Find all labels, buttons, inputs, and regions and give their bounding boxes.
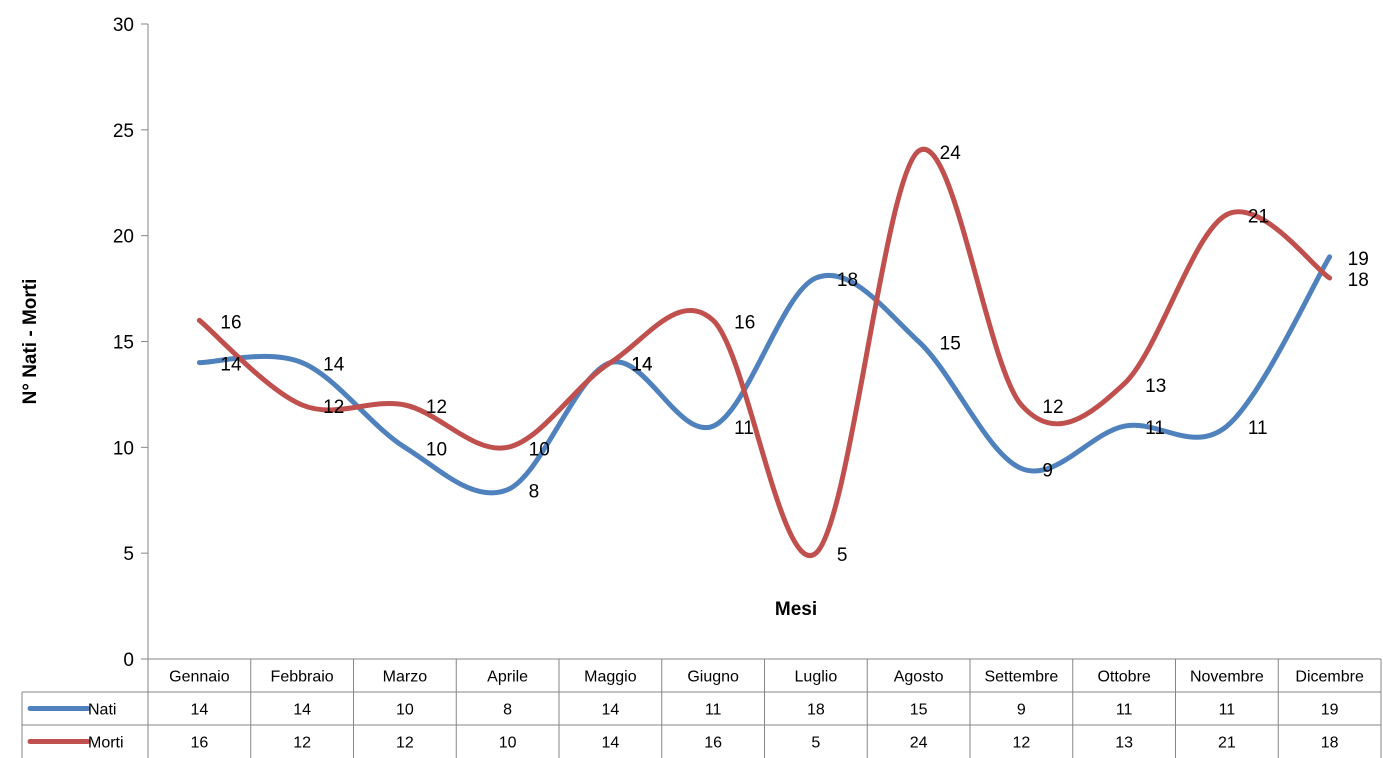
table-cell: 10 [499, 735, 517, 752]
data-label-morti: 12 [1042, 397, 1063, 418]
axes: 0 5 10 15 20 25 30 [113, 15, 149, 671]
table-cell: 13 [1115, 735, 1133, 752]
table-cell: 11 [1219, 702, 1236, 719]
data-label-nati: 10 [426, 439, 447, 460]
data-label-nati: 11 [734, 418, 754, 439]
x-category-label: Giugno [687, 669, 739, 686]
x-category-label: Febbraio [271, 669, 334, 686]
data-label-nati: 8 [529, 482, 540, 503]
y-tick-label: 30 [113, 15, 134, 36]
y-tick-label: 20 [113, 227, 134, 248]
table-cell: 14 [601, 702, 619, 719]
data-label-morti: 5 [837, 545, 848, 566]
data-label-morti: 18 [1348, 270, 1369, 291]
x-category-label: Settembre [984, 669, 1058, 686]
data-label-nati: 14 [631, 355, 653, 376]
table-cell: 16 [704, 735, 722, 752]
data-label-morti: 16 [734, 312, 755, 333]
table-cell: 16 [190, 735, 208, 752]
series-line-nati [196, 254, 1333, 496]
table-cell: 21 [1218, 735, 1236, 752]
table-cell: 12 [396, 735, 414, 752]
table-cell: 18 [1321, 735, 1339, 752]
data-label-nati: 11 [1248, 418, 1268, 439]
data-table: Gennaio Febbraio Marzo Aprile Maggio Giugno Lu… [21, 658, 1382, 758]
data-label-morti: 14 [631, 355, 653, 376]
table-cell: 5 [811, 735, 820, 752]
series-line-morti [196, 146, 1333, 559]
table-cell: 12 [1012, 735, 1030, 752]
table-cell: 19 [1321, 702, 1339, 719]
x-category-label: Maggio [584, 669, 637, 686]
x-category-label: Gennaio [169, 669, 230, 686]
data-label-morti: 16 [220, 312, 241, 333]
y-axis-title: N° Nati - Morti [20, 279, 41, 405]
data-label-morti: 24 [940, 143, 962, 164]
y-tick-label: 0 [123, 650, 134, 671]
table-cell: 14 [601, 735, 619, 752]
y-tick-label: 15 [113, 333, 134, 354]
x-category-label: Luglio [795, 669, 838, 686]
y-tick-label: 10 [113, 438, 134, 459]
x-category-label: Ottobre [1097, 669, 1150, 686]
table-cell: 11 [705, 702, 722, 719]
legend-label-nati: Nati [88, 702, 116, 719]
table-cell: 24 [910, 735, 928, 752]
table-cell: 11 [1116, 702, 1133, 719]
data-label-nati: 11 [1145, 418, 1165, 439]
table-cell: 14 [293, 702, 311, 719]
y-tick-label: 25 [113, 121, 134, 142]
data-label-nati: 19 [1348, 249, 1369, 270]
x-category-label: Marzo [383, 669, 428, 686]
data-label-nati: 9 [1042, 461, 1053, 482]
data-label-morti: 10 [529, 439, 550, 460]
x-category-label: Novembre [1190, 669, 1264, 686]
x-category-label: Dicembre [1295, 669, 1364, 686]
data-label-morti: 12 [323, 397, 344, 418]
data-label-nati: 14 [323, 355, 345, 376]
x-category-label: Aprile [487, 669, 528, 686]
table-cell: 14 [190, 702, 208, 719]
series-lines [196, 146, 1333, 559]
table-cell: 8 [503, 702, 512, 719]
data-label-nati: 15 [940, 334, 961, 355]
data-label-morti: 21 [1248, 207, 1269, 228]
table-cell: 10 [396, 702, 414, 719]
x-axis-title: Mesi [775, 599, 817, 620]
x-category-label: Agosto [894, 669, 944, 686]
y-tick-label: 5 [123, 544, 134, 565]
table-cell: 15 [910, 702, 928, 719]
table-cell: 12 [293, 735, 311, 752]
data-label-nati: 18 [837, 270, 858, 291]
data-label-morti: 13 [1145, 376, 1166, 397]
data-label-morti: 12 [426, 397, 447, 418]
table-cell: 18 [807, 702, 825, 719]
data-label-nati: 14 [220, 355, 242, 376]
legend-label-morti: Morti [88, 735, 124, 752]
table-cell: 9 [1017, 702, 1026, 719]
